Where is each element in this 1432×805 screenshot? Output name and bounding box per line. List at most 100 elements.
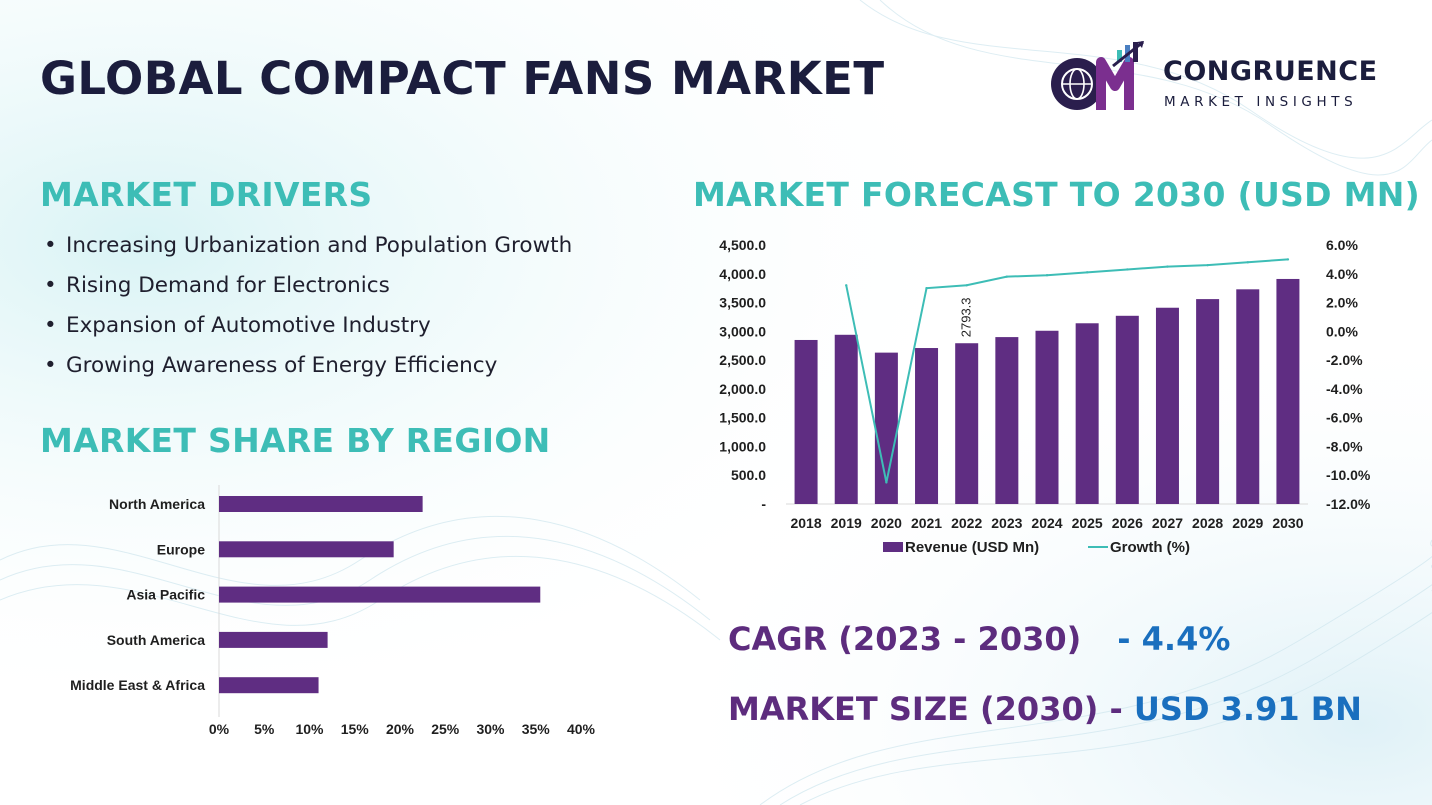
bullet-icon: • <box>44 353 57 378</box>
x-tick-label: 2021 <box>911 515 942 531</box>
list-item: • Increasing Urbanization and Population … <box>44 230 572 270</box>
driver-text: Rising Demand for Electronics <box>66 273 390 298</box>
x-tick-label: 2028 <box>1192 515 1223 531</box>
x-tick-label: 0% <box>209 721 230 737</box>
legend-label: Growth (%) <box>1110 539 1190 556</box>
bar-2018 <box>794 339 818 504</box>
page-title: GLOBAL COMPACT FANS MARKET <box>40 52 885 105</box>
y-left-tick-label: 3,500.0 <box>719 295 766 311</box>
bar-north-america <box>219 496 423 512</box>
x-tick-label: 2020 <box>871 515 902 531</box>
x-tick-label: 2026 <box>1112 515 1143 531</box>
region-share-chart: North America Europe Asia Pacific South Ame… <box>70 485 596 737</box>
logo-name: CONGRUENCE <box>1163 56 1378 87</box>
bar-2026 <box>1115 315 1139 504</box>
logo: CONGRUENCE MARKET INSIGHTS <box>1045 40 1395 120</box>
y-left-tick-label: 2,500.0 <box>719 352 766 368</box>
y-right-tick-label: 4.0% <box>1326 266 1358 282</box>
bar-asia-pacific <box>219 586 541 603</box>
bullet-icon: • <box>44 313 57 338</box>
market-size-label: MARKET SIZE (2030) - <box>728 690 1123 728</box>
bar-2025 <box>1075 323 1099 504</box>
growth-point <box>1005 275 1009 278</box>
y-left-tick-label: 1,500.0 <box>719 410 766 426</box>
market-size-value: USD 3.91 BN <box>1133 690 1362 728</box>
bar-2028 <box>1196 299 1220 504</box>
growth-line <box>845 258 1288 483</box>
x-tick-label: 2023 <box>991 515 1022 531</box>
y-right-tick-label: -6.0% <box>1326 410 1363 426</box>
x-tick-label: 40% <box>567 721 596 737</box>
forecast-chart: - 500.0 1,000.0 1,500.0 2,000.0 2,500.0 3,000.… <box>719 237 1371 556</box>
bar-2019 <box>834 334 858 504</box>
bar-2022 <box>955 343 979 504</box>
share-heading: MARKET SHARE BY REGION <box>40 421 551 460</box>
logo-subtitle: MARKET INSIGHTS <box>1164 94 1358 110</box>
bar-south-america <box>219 631 328 648</box>
drivers-list: • Increasing Urbanization and Population … <box>44 230 572 390</box>
y-right-tick-label: -10.0% <box>1326 467 1371 483</box>
y-right-tick-label: 2.0% <box>1326 295 1358 311</box>
x-tick-label: 25% <box>431 721 460 737</box>
list-item: • Expansion of Automotive Industry <box>44 310 572 350</box>
market-size-stat: MARKET SIZE (2030) - USD 3.91 BN <box>728 690 1362 728</box>
y-right-tick-label: -2.0% <box>1326 352 1363 368</box>
x-tick-label: 2027 <box>1152 515 1183 531</box>
bar-2023 <box>995 337 1019 504</box>
growth-point <box>1085 271 1089 274</box>
y-left-tick-label: 1,000.0 <box>719 438 766 454</box>
growth-point <box>1126 268 1129 271</box>
x-tick-label: 30% <box>476 721 505 737</box>
growth-point <box>885 481 888 484</box>
driver-text: Increasing Urbanization and Population G… <box>66 233 573 258</box>
bar-2029 <box>1236 289 1260 504</box>
y-left-tick-label: 4,000.0 <box>719 266 766 282</box>
category-label: Middle East & Africa <box>70 677 205 693</box>
list-item: • Rising Demand for Electronics <box>44 270 572 310</box>
x-tick-label: 2024 <box>1031 515 1062 531</box>
x-tick-label: 5% <box>254 721 275 737</box>
growth-point <box>1246 261 1249 264</box>
bar-2020 <box>874 352 898 504</box>
x-tick-label: 2022 <box>951 515 982 531</box>
category-label: Asia Pacific <box>126 587 205 603</box>
y-right-tick-label: -4.0% <box>1326 381 1363 397</box>
bullet-icon: • <box>44 233 57 258</box>
growth-point <box>965 284 968 287</box>
growth-point <box>1286 258 1290 261</box>
list-item: • Growing Awareness of Energy Efficiency <box>44 350 572 390</box>
logo-mark-icon <box>1051 40 1144 110</box>
bar-2021 <box>915 348 939 504</box>
bar-middle-east-africa <box>219 677 319 694</box>
cagr-stat: CAGR (2023 - 2030) - 4.4% <box>728 620 1230 658</box>
bar-2027 <box>1155 307 1179 504</box>
growth-point <box>925 286 928 290</box>
x-tick-label: 2018 <box>790 515 821 531</box>
y-left-tick-label: - <box>761 496 766 512</box>
growth-point <box>845 284 848 287</box>
category-label: North America <box>109 496 205 512</box>
y-right-tick-label: 6.0% <box>1326 237 1358 253</box>
x-tick-label: 2019 <box>831 515 862 531</box>
legend-label: Revenue (USD Mn) <box>905 539 1039 556</box>
x-tick-label: 15% <box>341 721 370 737</box>
drivers-heading: MARKET DRIVERS <box>40 175 373 214</box>
x-tick-label: 2030 <box>1272 515 1303 531</box>
y-left-tick-label: 500.0 <box>731 467 766 483</box>
y-left-tick-label: 2,000.0 <box>719 381 766 397</box>
driver-text: Expansion of Automotive Industry <box>66 313 431 338</box>
y-right-tick-label: -12.0% <box>1326 496 1371 512</box>
bullet-icon: • <box>44 273 57 298</box>
x-tick-label: 10% <box>295 721 324 737</box>
driver-text: Growing Awareness of Energy Efficiency <box>66 353 498 378</box>
cagr-label: CAGR (2023 - 2030) <box>728 620 1082 658</box>
bar-2024 <box>1035 330 1059 504</box>
category-label: Europe <box>157 541 205 557</box>
y-left-tick-label: 4,500.0 <box>719 237 766 253</box>
x-tick-label: 2025 <box>1072 515 1103 531</box>
growth-point <box>1045 274 1049 277</box>
bar-europe <box>219 541 394 558</box>
y-left-tick-label: 3,000.0 <box>719 323 766 339</box>
forecast-heading: MARKET FORECAST TO 2030 (USD MN) <box>693 175 1421 214</box>
